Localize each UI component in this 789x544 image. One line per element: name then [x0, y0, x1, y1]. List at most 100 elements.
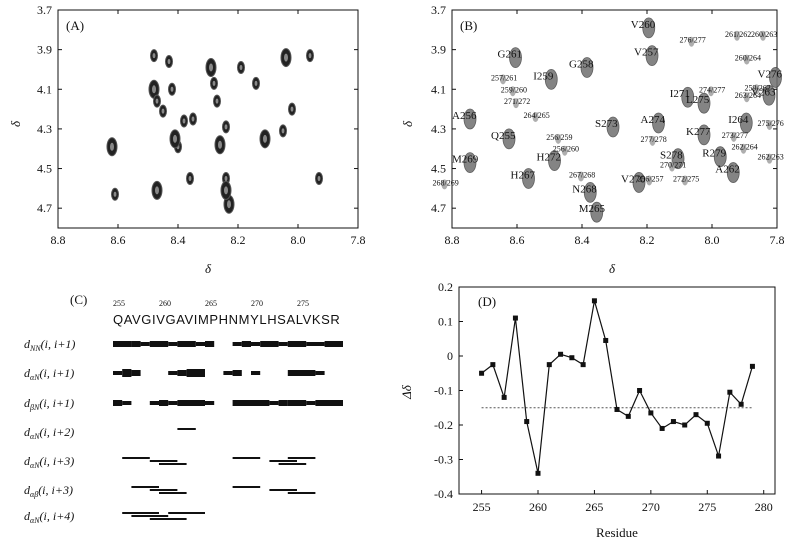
- nmr-cross-peak: [583, 181, 597, 203]
- nmr-cross-peak: [671, 148, 685, 170]
- x-tick-label: 280: [755, 500, 773, 514]
- noe-bar: [131, 341, 141, 347]
- panel-d-x-axis-label: Residue: [596, 525, 638, 540]
- nmr-peak-core: [152, 53, 156, 59]
- data-point: [501, 394, 507, 400]
- peak-label: M265: [579, 203, 606, 215]
- peak-label: A262: [715, 164, 739, 176]
- series-line: [481, 300, 754, 474]
- nmr-cross-peak: [463, 152, 477, 174]
- nmr-cross-peak: [580, 57, 594, 78]
- data-point: [591, 298, 597, 304]
- data-point: [524, 419, 530, 425]
- noe-bar: [287, 341, 307, 347]
- peak-label: V257: [634, 47, 659, 59]
- noe-bar: [223, 371, 233, 375]
- nmr-peak-core: [155, 186, 159, 195]
- peak-label: G258: [569, 59, 594, 71]
- y-tick-label: 4.5: [431, 162, 446, 176]
- nmr-cross-peak: [441, 179, 448, 190]
- noe-row-tail: (i, i+3): [40, 454, 75, 468]
- peak-label-small: 270/271: [660, 161, 686, 170]
- noe-bar: [186, 369, 205, 377]
- peak-label: I264: [728, 114, 749, 126]
- data-point: [637, 388, 643, 393]
- nmr-peak-core: [182, 118, 186, 124]
- peak-label-small: 275/276: [758, 119, 784, 128]
- data-point: [614, 406, 620, 412]
- nmr-cross-peak: [762, 84, 776, 106]
- peak-label-small: 259/260: [501, 85, 527, 94]
- noe-bar: [324, 341, 343, 347]
- sequence-position-label: 260: [159, 299, 171, 308]
- noe-bar: [168, 401, 178, 405]
- nmr-peak-core: [218, 140, 222, 149]
- nmr-cross-peak: [544, 69, 558, 90]
- data-point: [716, 453, 722, 459]
- peak-label-small: 268/269: [433, 178, 459, 187]
- sequence-position-label: 275: [297, 299, 309, 308]
- peak-label: H272: [537, 152, 561, 164]
- panel-b-x-axis-label: δ: [609, 261, 616, 276]
- nmr-peak-core: [191, 116, 195, 122]
- nmr-cross-peak: [760, 30, 766, 41]
- peak-label: G261: [498, 49, 522, 61]
- peak-label-small: 256/260: [553, 145, 579, 154]
- peak-label-small: 262/263: [758, 153, 784, 162]
- nmr-peak-core: [155, 98, 159, 104]
- data-point: [749, 363, 755, 369]
- peak-label-small: 276/277: [680, 36, 706, 45]
- noe-row-label: dαN(i, i+3): [24, 454, 74, 470]
- data-point: [546, 362, 552, 368]
- sequence-position-label: 270: [251, 299, 263, 308]
- peak-label-small: 260/263: [751, 30, 777, 39]
- y-tick-label: 3.9: [431, 43, 446, 57]
- nmr-cross-peak: [500, 74, 506, 85]
- nmr-peak-core: [167, 59, 171, 65]
- noe-bar: [251, 342, 261, 346]
- y-tick-label: -0.4: [434, 487, 453, 501]
- panel-a: (A) δ δ 8.8 8.6 8.4 8.2 8.0 7.8 3.7 3.9 4.1 4.3 4.…: [8, 3, 366, 276]
- noe-bar: [177, 341, 196, 347]
- noe-bar: [278, 400, 288, 406]
- panel-c-label: (C): [70, 292, 87, 307]
- noe-row-tail: (i, i+1): [41, 337, 76, 351]
- panel-a-frame: [57, 9, 359, 229]
- noe-bar: [232, 370, 242, 376]
- nmr-peak-core: [290, 106, 294, 112]
- peak-label: H267: [511, 169, 536, 181]
- nmr-cross-peak: [532, 112, 539, 123]
- nmr-cross-peak: [509, 86, 516, 97]
- peak-label-small: 274/277: [699, 85, 725, 94]
- nmr-peak-core: [224, 186, 228, 195]
- nmr-cross-peak: [578, 171, 584, 182]
- y-tick-label: 4.3: [37, 122, 52, 136]
- y-tick-label: 4.7: [37, 201, 52, 215]
- noe-row-tail: (i, i+3): [38, 483, 73, 497]
- data-point: [659, 425, 665, 431]
- data-point: [738, 401, 744, 407]
- noe-bar: [287, 370, 316, 376]
- y-tick-label: -0.2: [434, 418, 453, 432]
- peak-label-small: 261/262: [725, 30, 751, 39]
- peak-label-small: 263/264: [735, 91, 761, 100]
- noe-row-subscript: αN: [30, 432, 40, 441]
- peak-label: Q255: [491, 130, 516, 142]
- peak-label: V270: [621, 173, 646, 185]
- nmr-cross-peak: [642, 17, 656, 39]
- y-tick-label: -0.1: [434, 384, 453, 398]
- peak-label-small: 277/278: [641, 135, 667, 144]
- nmr-cross-peak: [697, 92, 711, 114]
- peak-label-small: 271/272: [504, 97, 530, 106]
- noe-row-label: dαN(i, i+1): [24, 366, 74, 382]
- nmr-peak-core: [239, 64, 243, 70]
- noe-bar: [149, 341, 169, 347]
- noe-bar: [195, 342, 205, 346]
- data-point: [490, 362, 496, 368]
- nmr-peak-core: [284, 53, 288, 62]
- noe-bar: [315, 400, 343, 406]
- noe-row-label: dNN(i, i+1): [24, 337, 75, 353]
- noe-bar: [232, 342, 242, 346]
- noe-row-subscript: αβ: [30, 490, 38, 499]
